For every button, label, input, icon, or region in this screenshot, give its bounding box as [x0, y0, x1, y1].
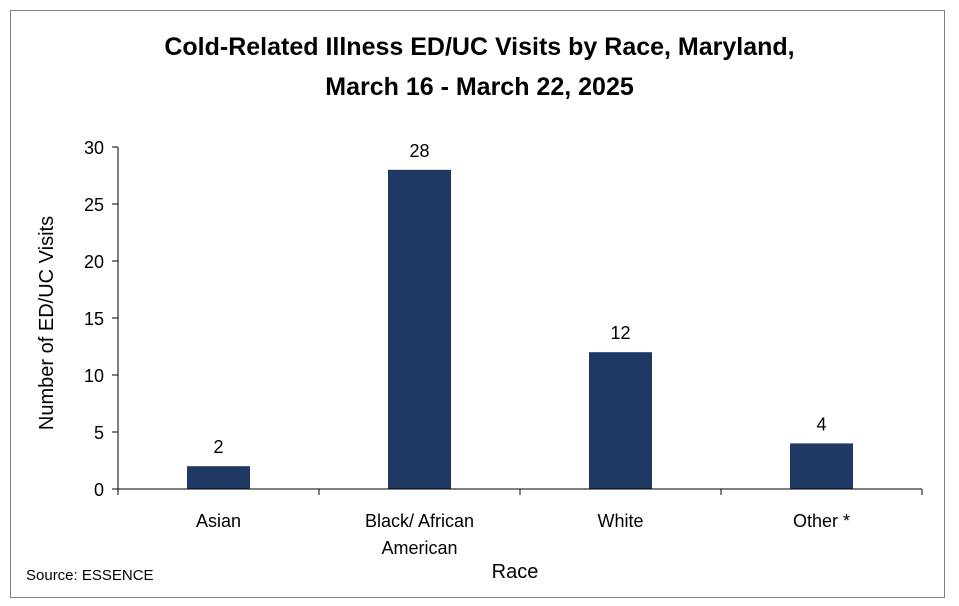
- x-tick-label: Black/ African: [365, 511, 474, 531]
- chart-title-line2: March 16 - March 22, 2025: [325, 73, 634, 101]
- data-label: 2: [213, 437, 223, 457]
- y-axis-ticks: 0 5 10 15 20 25 30: [84, 138, 118, 500]
- bars: 2 28 12 4: [187, 141, 853, 490]
- bar: [388, 169, 451, 490]
- chart-title-line1: Cold-Related Illness ED/UC Visits by Rac…: [164, 33, 795, 61]
- y-axis-label: Number of ED/UC Visits: [36, 216, 58, 430]
- x-axis-ticks: Asian Black/ African American White Other *: [117, 489, 923, 558]
- data-label: 4: [816, 414, 826, 434]
- bar: [589, 352, 652, 489]
- y-tick-label: 25: [84, 195, 104, 215]
- chart-frame: [10, 10, 945, 598]
- y-tick-label: 5: [94, 423, 104, 443]
- x-tick-label: Asian: [196, 511, 241, 531]
- x-tick-label: American: [381, 538, 457, 558]
- bar: [790, 443, 853, 489]
- source-note: Source: ESSENCE: [26, 567, 154, 584]
- y-tick-label: 0: [94, 480, 104, 500]
- y-tick-label: 15: [84, 309, 104, 329]
- x-axis-label: Race: [492, 561, 539, 583]
- y-tick-label: 10: [84, 366, 104, 386]
- y-tick-label: 30: [84, 138, 104, 158]
- data-label: 12: [610, 323, 630, 343]
- x-tick-label: White: [597, 511, 643, 531]
- x-tick-label: Other *: [793, 511, 850, 531]
- bar: [187, 466, 250, 489]
- data-label: 28: [409, 141, 429, 161]
- y-tick-label: 20: [84, 252, 104, 272]
